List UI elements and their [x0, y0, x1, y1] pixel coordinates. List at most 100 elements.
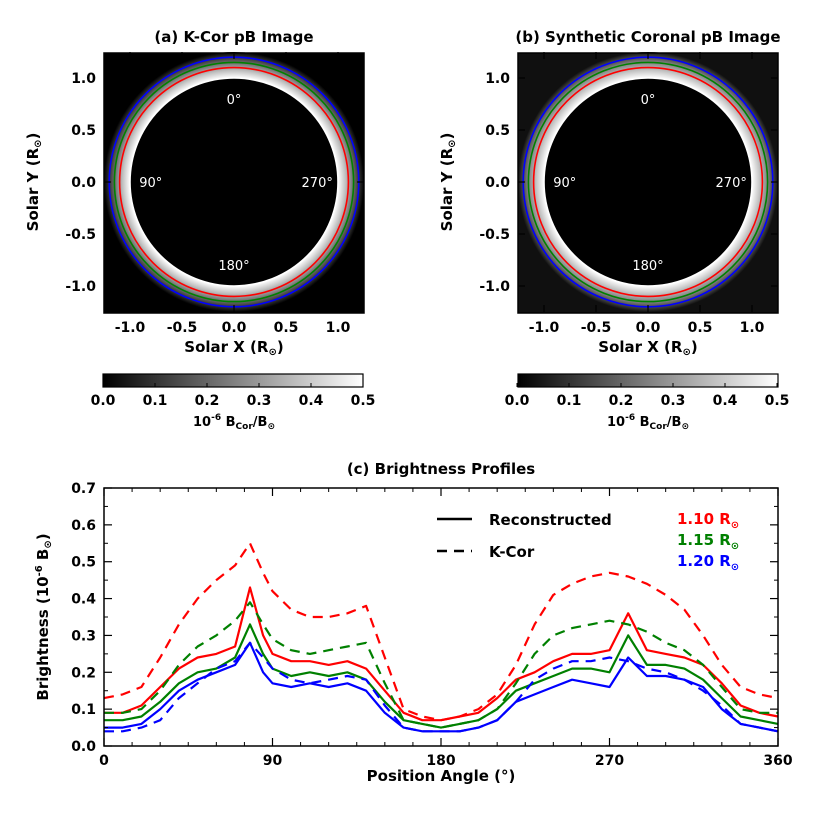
- colorbar-tick-label: 0.5: [765, 393, 790, 409]
- circle-1-1: [532, 66, 764, 298]
- panel-b-x-ticks: -1.0 -0.5 0.0 0.5 1.0: [529, 52, 765, 336]
- panel-b-title: (b) Synthetic Coronal pB Image: [515, 28, 780, 46]
- colorbar-tick-label: 0.3: [247, 393, 272, 409]
- series-kcor-1-20: [104, 641, 779, 733]
- y-tick-label: 1.0: [485, 71, 510, 87]
- panel-a-x-label: Solar X (R⊙): [184, 338, 283, 358]
- y-tick-label: 0.6: [71, 518, 96, 534]
- panel-b: (b) Synthetic Coronal pB Image 0° 90° 180°…: [438, 28, 789, 432]
- panel-b-x-label: Solar X (R⊙): [598, 338, 697, 358]
- angle-label-270: 270°: [716, 176, 747, 191]
- x-tick-label: 1.0: [326, 320, 351, 336]
- series-reconstructed-1-10: [104, 586, 779, 722]
- x-tick-label: 0.5: [274, 320, 299, 336]
- y-tick-label: -1.0: [65, 279, 96, 295]
- y-tick-label: 0.0: [485, 175, 510, 191]
- panel-a-y-ticks: -1.0 -0.5 0.0 0.5 1.0: [65, 71, 364, 295]
- circle-1-15: [113, 61, 355, 303]
- colorbar-tick-label: 0.1: [557, 393, 582, 409]
- circle-1: [129, 77, 339, 287]
- panel-b-occulter: [544, 78, 752, 286]
- x-tick-label: 0.0: [222, 320, 247, 336]
- x-tick-label: 0.5: [688, 320, 713, 336]
- panel-c-title: (c) Brightness Profiles: [347, 460, 535, 478]
- panel-a-y-label: Solar Y (R⊙): [24, 133, 44, 232]
- panel-b-y-label: Solar Y (R⊙): [438, 133, 458, 232]
- colorbar-tick-label: 0.2: [195, 393, 220, 409]
- panel-c: (c) Brightness Profiles 0 90 180 270 360 0.0…: [34, 460, 793, 785]
- panel-a: (a) K-Cor pB Image 0° 90° 180° 270° -1.0 -0.…: [24, 28, 375, 432]
- x-tick-label: 360: [763, 753, 792, 769]
- legend-kcor-label: K-Cor: [489, 543, 535, 561]
- panel-c-x-label: Position Angle (°): [367, 767, 516, 785]
- y-tick-label: -0.5: [65, 227, 96, 243]
- angle-label-90: 90°: [553, 176, 576, 191]
- y-tick-label: 0.2: [71, 665, 96, 681]
- y-tick-label: 0.5: [71, 555, 96, 571]
- series-kcor-1-10: [103, 542, 779, 722]
- y-tick-label: 0.5: [71, 123, 96, 139]
- panel-c-y-ticks: 0.0 0.1 0.2 0.3 0.4 0.5 0.6 0.7: [71, 481, 778, 755]
- series-kcor-1-15: [104, 601, 778, 729]
- angle-label-90: 90°: [139, 176, 162, 191]
- panel-a-x-ticks: -1.0 -0.5 0.0 0.5 1.0: [115, 52, 351, 336]
- colorbar-tick-label: 0.0: [91, 393, 116, 409]
- colorbar-tick-label: 0.5: [351, 393, 376, 409]
- circle-1-1: [118, 66, 350, 298]
- panel-c-y-label: Brightness (10-6 B⊙): [34, 533, 54, 700]
- angle-label-270: 270°: [302, 176, 333, 191]
- x-tick-label: -0.5: [581, 320, 612, 336]
- y-tick-label: 0.3: [71, 628, 96, 644]
- y-tick-label: 0.7: [71, 481, 96, 497]
- angle-label-0: 0°: [641, 93, 656, 108]
- panel-a-colorbar-label: 10-6 BCor/B⊙: [193, 413, 275, 432]
- colorbar-tick-label: 0.4: [713, 393, 738, 409]
- colorbar-tick-label: 0.4: [299, 393, 324, 409]
- panel-b-angle-labels: 0° 90° 180° 270°: [553, 93, 747, 274]
- legend-reconstructed-label: Reconstructed: [489, 511, 612, 529]
- panel-a-colorbar: [102, 373, 364, 388]
- angle-label-180: 180°: [632, 259, 663, 274]
- panel-a-colorbar-ticks: 0.0 0.1 0.2 0.3 0.4 0.5: [91, 383, 376, 409]
- y-tick-label: -0.5: [479, 227, 510, 243]
- y-tick-label: 1.0: [71, 71, 96, 87]
- y-tick-label: -1.0: [479, 279, 510, 295]
- colorbar-tick-label: 0.2: [609, 393, 634, 409]
- y-tick-label: 0.0: [71, 175, 96, 191]
- circle-1-15: [527, 61, 769, 303]
- angle-label-180: 180°: [218, 259, 249, 274]
- y-tick-label: 0.0: [71, 739, 96, 755]
- x-tick-label: 270: [595, 753, 624, 769]
- legend-radius-1-20: 1.20 R⊙: [677, 552, 739, 573]
- panel-b-colorbar-ticks: 0.0 0.1 0.2 0.3 0.4 0.5: [505, 383, 790, 409]
- legend-radius-1-10: 1.10 R⊙: [677, 510, 739, 531]
- panel-c-series: [103, 542, 779, 733]
- panel-a-title: (a) K-Cor pB Image: [154, 28, 313, 46]
- x-tick-label: 0.0: [636, 320, 661, 336]
- y-tick-label: 0.1: [71, 702, 96, 718]
- panel-a-occulter: [130, 78, 338, 286]
- panel-b-colorbar-label: 10-6 BCor/B⊙: [607, 413, 689, 432]
- x-tick-label: -1.0: [115, 320, 146, 336]
- y-tick-label: 0.5: [485, 123, 510, 139]
- legend-radii: 1.10 R⊙1.15 R⊙1.20 R⊙: [677, 510, 739, 573]
- circle-1: [543, 77, 753, 287]
- panel-b-colorbar: [517, 373, 779, 388]
- angle-label-0: 0°: [227, 93, 242, 108]
- panel-c-x-ticks: 0 90 180 270 360: [99, 488, 793, 769]
- legend-radius-1-15: 1.15 R⊙: [677, 531, 739, 552]
- x-tick-label: 0: [99, 753, 109, 769]
- x-tick-label: 1.0: [740, 320, 765, 336]
- colorbar-tick-label: 0.1: [143, 393, 168, 409]
- panel-b-y-ticks: -1.0 -0.5 0.0 0.5 1.0: [479, 71, 778, 295]
- panel-c-legend: Reconstructed K-Cor 1.10 R⊙1.15 R⊙1.20 R…: [437, 510, 739, 573]
- colorbar-tick-label: 0.0: [505, 393, 530, 409]
- panel-a-angle-labels: 0° 90° 180° 270°: [139, 93, 333, 274]
- colorbar-tick-label: 0.3: [661, 393, 686, 409]
- x-tick-label: -1.0: [529, 320, 560, 336]
- x-tick-label: -0.5: [167, 320, 198, 336]
- x-tick-label: 90: [263, 753, 283, 769]
- x-tick-label: 180: [426, 753, 455, 769]
- y-tick-label: 0.4: [71, 592, 96, 608]
